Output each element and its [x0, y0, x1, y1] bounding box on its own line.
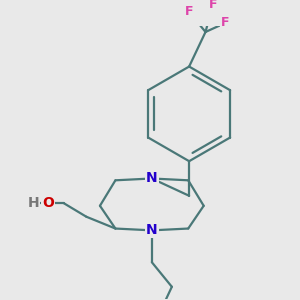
- Text: F: F: [208, 0, 217, 11]
- Text: N: N: [146, 172, 158, 185]
- Text: O: O: [42, 196, 54, 210]
- Text: F: F: [221, 16, 230, 29]
- Text: N: N: [146, 224, 158, 237]
- Text: F: F: [185, 5, 194, 18]
- Text: H: H: [28, 196, 39, 210]
